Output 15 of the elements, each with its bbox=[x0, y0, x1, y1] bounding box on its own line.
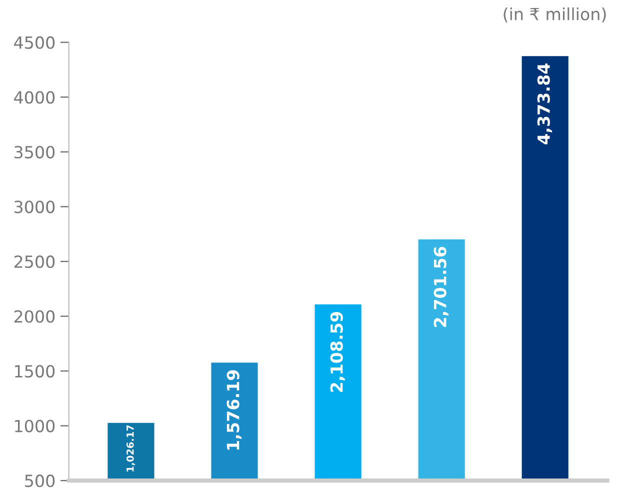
y-tick-label: 4500 bbox=[14, 36, 55, 49]
y-tick-label: 500 bbox=[25, 474, 55, 488]
y-tick-label: 1500 bbox=[15, 364, 55, 378]
data-label: 2,701.56 bbox=[434, 246, 449, 327]
data-label: 2,108.59 bbox=[330, 312, 346, 392]
y-tick-label: 1000 bbox=[15, 420, 55, 432]
y-tick-label: 3000 bbox=[14, 200, 55, 214]
data-label: 4,373.84 bbox=[537, 63, 552, 144]
data-label: 1,026.17 bbox=[126, 425, 136, 472]
y-tick-label: 2500 bbox=[14, 255, 55, 268]
y-tick-label: 2000 bbox=[14, 310, 55, 323]
text: (in ₹ million) bbox=[504, 7, 606, 22]
y-tick-label: 4000 bbox=[14, 91, 55, 104]
y-tick-label: 3500 bbox=[14, 146, 55, 158]
data-label: 1,576.19 bbox=[226, 370, 242, 450]
